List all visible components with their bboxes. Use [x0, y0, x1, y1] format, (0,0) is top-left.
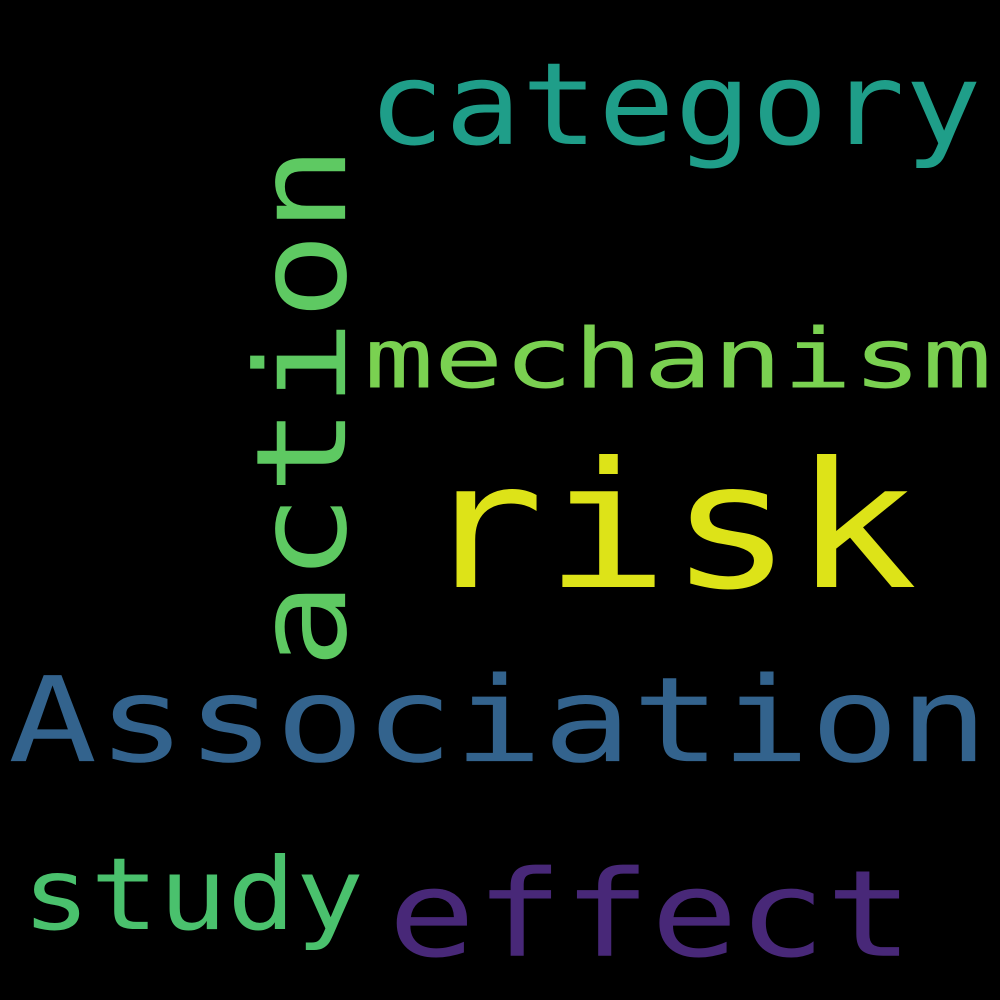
word-effect: effect	[388, 844, 914, 985]
word-category: category	[368, 37, 982, 172]
word-risk: risk	[420, 424, 918, 629]
word-mechanism: mechanism	[364, 310, 992, 408]
word-study: study	[22, 836, 365, 953]
word-action: action	[228, 144, 376, 669]
word-association: Association	[8, 651, 989, 790]
